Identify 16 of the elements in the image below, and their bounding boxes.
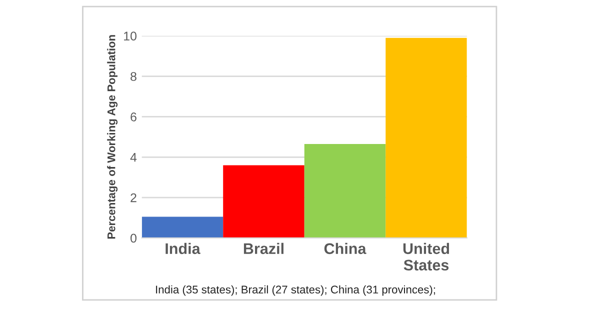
y-axis-title: Percentage of Working Age Population bbox=[107, 35, 118, 239]
bar bbox=[304, 144, 386, 238]
y-tick-label: 6 bbox=[130, 112, 136, 122]
x-tick-label: China bbox=[324, 242, 366, 254]
y-tick-label: 0 bbox=[130, 234, 136, 243]
bar bbox=[386, 38, 467, 238]
bar bbox=[223, 165, 304, 238]
y-tick-label: 2 bbox=[130, 193, 136, 202]
y-tick-label: 4 bbox=[130, 153, 137, 162]
y-tick-label: 8 bbox=[130, 72, 136, 81]
x-tick-label: United States bbox=[403, 242, 450, 271]
text: India (35 states); Brazil (27 states); China (31 provinces); bbox=[156, 285, 436, 296]
x-tick-label: Brazil bbox=[244, 242, 284, 254]
y-tick-label: 10 bbox=[124, 32, 136, 41]
bar bbox=[142, 216, 224, 238]
x-tick-label: India bbox=[166, 242, 200, 254]
